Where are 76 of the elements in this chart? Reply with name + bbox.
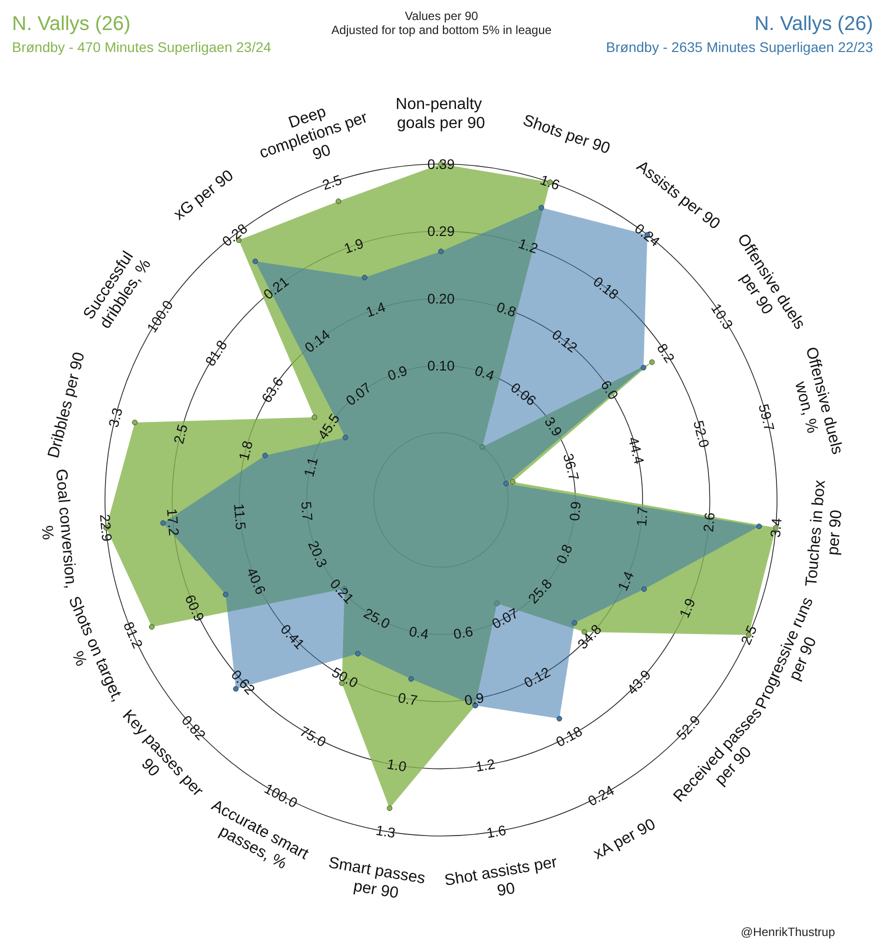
text: 0.20 <box>427 290 455 306</box>
text: 50.0 <box>329 664 362 691</box>
text: 0.8 <box>552 542 576 566</box>
spoke-label: xA per 90 <box>590 816 659 864</box>
text: 0.07 <box>489 604 521 632</box>
text: 1.6 <box>538 171 562 193</box>
spoke-label: Goal conversion, % <box>38 468 80 594</box>
text: 1.7 <box>633 506 651 528</box>
text: 0.18 <box>553 722 585 750</box>
text: 3.4 <box>767 517 785 538</box>
text: 0.4 <box>472 362 497 384</box>
text: 0.9 <box>386 362 410 384</box>
text: 1.1 <box>300 455 321 478</box>
text: 43.9 <box>624 666 654 698</box>
spoke-label: Non-penalty goals per 90 <box>396 96 486 132</box>
text: 0.9 <box>463 689 486 708</box>
text: 1.4 <box>614 568 637 594</box>
text: 0.7 <box>396 689 419 708</box>
chart-title: Values per 90 <box>404 9 478 23</box>
text: @HenrikThustrup <box>740 925 836 939</box>
text: 2.5 <box>737 622 760 648</box>
text: 34.8 <box>574 620 605 652</box>
text: 0.18 <box>590 273 622 303</box>
text: 52.0 <box>690 418 713 450</box>
text: 1.8 <box>235 438 256 462</box>
text: 20.3 <box>305 538 331 570</box>
text: 1.6 <box>485 822 508 841</box>
text: 1.9 <box>342 234 366 256</box>
text: 25.0 <box>361 604 394 632</box>
text: 0.14 <box>302 326 334 356</box>
text: 1.9 <box>676 596 698 620</box>
text: 0.8 <box>494 298 518 320</box>
text: 0.9 <box>566 500 584 522</box>
spoke-label: Dribbles per 90 <box>45 350 88 460</box>
text: 0.29 <box>427 223 455 240</box>
text: Adjusted for top and bottom 5% in league <box>331 23 552 37</box>
text: 75.0 <box>297 722 330 750</box>
text: 0.4 <box>408 623 430 642</box>
text: 2.5 <box>320 171 344 193</box>
text: 2.5 <box>170 422 191 446</box>
text: 3.9 <box>541 414 566 440</box>
text: 8.2 <box>654 340 678 366</box>
text: 0.12 <box>521 664 553 691</box>
text: 1.2 <box>474 756 496 775</box>
text: 0.6 <box>452 623 474 642</box>
text: 11.5 <box>231 502 250 531</box>
text: 5.7 <box>298 500 316 522</box>
text: 0.07 <box>342 379 374 409</box>
text: 1.0 <box>386 756 408 775</box>
text: 0.24 <box>632 220 664 250</box>
text: 44.4 <box>625 435 648 466</box>
text: 0.10 <box>427 358 455 374</box>
spoke-label: Smart passes per 90 <box>327 854 431 902</box>
text: 3.3 <box>105 406 126 429</box>
text: 22.9 <box>97 514 116 542</box>
text: 17.2 <box>164 508 182 537</box>
text: 59.7 <box>756 402 778 433</box>
text: 36.7 <box>560 452 582 482</box>
text: 81.2 <box>120 619 146 651</box>
text: 1.2 <box>516 235 540 257</box>
text: 0.24 <box>585 782 617 810</box>
spoke-label: Offensive duels won, % <box>791 345 847 460</box>
text: 0.06 <box>508 379 540 409</box>
spoke-label: Shot assists per 90 <box>443 853 563 900</box>
spoke-label: Shots per 90 <box>520 112 612 158</box>
text: N. Vallys (26) Brøndby - 2635 Minutes Superligaen 22/23 <box>606 13 874 55</box>
text: 2.6 <box>700 512 718 533</box>
text: 0.21 <box>260 273 292 303</box>
spoke-label: Touches in box per 90 <box>803 474 846 588</box>
text: 1.3 <box>374 822 397 841</box>
text: 0.12 <box>549 326 581 356</box>
text: 40.6 <box>244 565 270 597</box>
text: 60.9 <box>182 592 208 624</box>
text: 1.4 <box>364 298 388 320</box>
text: 6.0 <box>598 377 622 402</box>
text: N. Vallys (26) Brøndby - 470 Minutes Superligaen 23/24 <box>12 13 272 55</box>
